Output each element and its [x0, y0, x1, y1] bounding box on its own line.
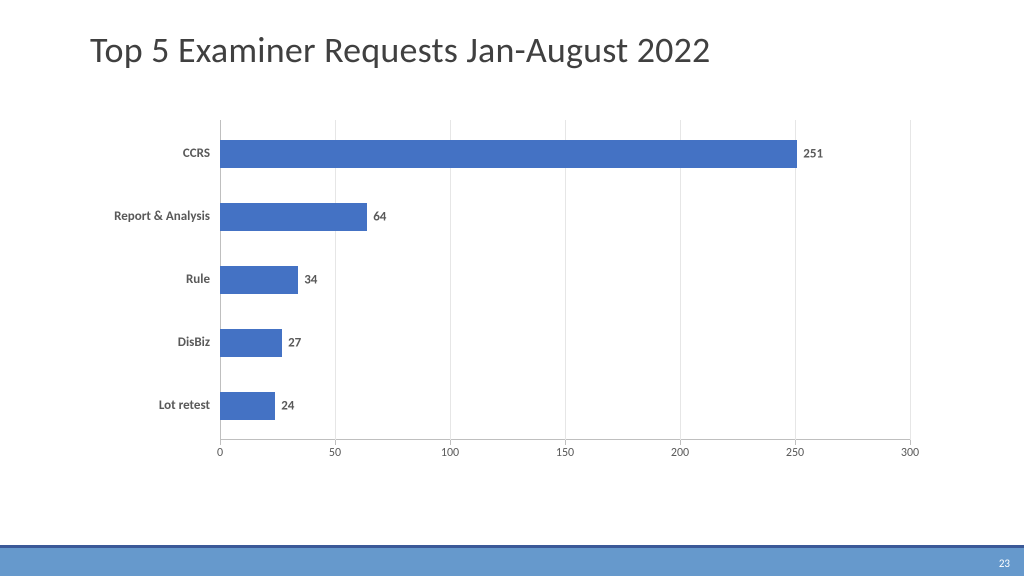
bar [220, 329, 282, 357]
category-label: Lot retest [90, 398, 210, 413]
bar [220, 203, 367, 231]
x-tick-mark [795, 440, 796, 445]
x-tick-label: 100 [441, 446, 459, 460]
bar-row: 34 [220, 266, 910, 294]
chart-area: 25164342724 050100150200250300CCRSReport… [90, 120, 910, 480]
category-label: CCRS [90, 146, 210, 161]
category-label: Rule [90, 272, 210, 287]
bar-value-label: 251 [803, 147, 823, 162]
bar-row: 27 [220, 329, 910, 357]
x-tick-label: 150 [556, 446, 574, 460]
bar-value-label: 34 [304, 273, 317, 288]
bar-row: 64 [220, 203, 910, 231]
x-tick-mark [910, 440, 911, 445]
x-tick-mark [220, 440, 221, 445]
slide-title: Top 5 Examiner Requests Jan-August 2022 [90, 28, 711, 72]
x-tick-label: 200 [671, 446, 689, 460]
gridline [910, 120, 911, 440]
bar [220, 266, 298, 294]
x-tick-mark [335, 440, 336, 445]
bar [220, 392, 275, 420]
bar-value-label: 24 [281, 399, 294, 414]
plot-region: 251 64 34 27 24 [220, 120, 910, 440]
x-tick-mark [680, 440, 681, 445]
x-tick-mark [565, 440, 566, 445]
bar-row: 251 [220, 140, 910, 168]
x-tick-mark [450, 440, 451, 445]
category-label: DisBiz [90, 335, 210, 350]
x-tick-label: 250 [786, 446, 804, 460]
category-label: Report & Analysis [90, 209, 210, 224]
slide: Top 5 Examiner Requests Jan-August 2022 … [0, 0, 1024, 576]
bar-value-label: 27 [288, 336, 301, 351]
footer-bar: 23 [0, 548, 1024, 576]
x-tick-label: 50 [329, 446, 341, 460]
x-tick-label: 0 [217, 446, 223, 460]
bar-row: 24 [220, 392, 910, 420]
page-number: 23 [999, 557, 1010, 570]
bar-value-label: 64 [373, 210, 386, 225]
bar [220, 140, 797, 168]
x-tick-label: 300 [901, 446, 919, 460]
